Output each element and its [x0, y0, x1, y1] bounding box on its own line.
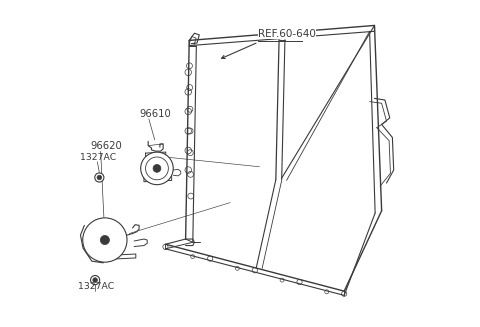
Circle shape: [153, 164, 161, 172]
Text: 96620: 96620: [91, 141, 122, 151]
Circle shape: [83, 218, 127, 262]
Text: REF.60-640: REF.60-640: [258, 29, 316, 39]
Text: 1327AC: 1327AC: [81, 153, 117, 162]
Circle shape: [100, 235, 109, 245]
Text: 96610: 96610: [140, 109, 171, 119]
Circle shape: [93, 278, 97, 282]
Circle shape: [95, 173, 104, 182]
Text: 1327AC: 1327AC: [78, 282, 114, 291]
Circle shape: [97, 175, 102, 180]
Circle shape: [141, 152, 173, 185]
Circle shape: [91, 276, 100, 284]
